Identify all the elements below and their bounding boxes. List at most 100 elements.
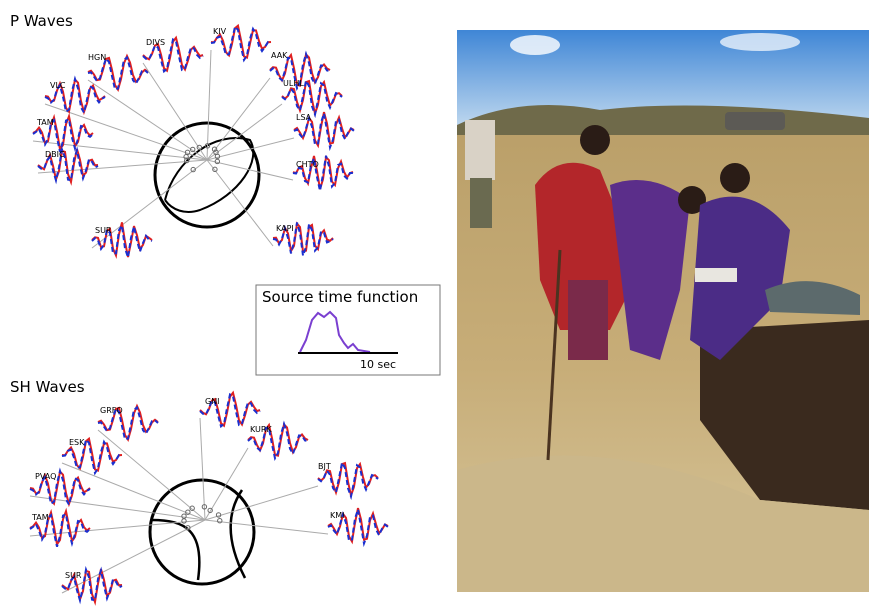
head xyxy=(720,163,750,193)
synthetic-waveform xyxy=(317,459,379,501)
synthetic-waveform xyxy=(37,145,99,185)
person-purple xyxy=(610,180,690,360)
head xyxy=(580,125,610,155)
station-label: ULHL xyxy=(283,79,304,88)
ray-path xyxy=(206,159,274,247)
ray-path xyxy=(206,103,283,161)
cloud xyxy=(720,33,800,51)
source-time-function-box: Source time function 10 sec xyxy=(255,284,441,376)
station-projection xyxy=(185,525,191,531)
field-photo xyxy=(457,30,869,592)
ray-path xyxy=(206,137,295,161)
synthetic-waveform xyxy=(29,467,91,508)
station-projection xyxy=(181,513,187,519)
head xyxy=(678,186,706,214)
synthetic-waveform xyxy=(32,117,94,153)
stf-scale-label: 10 sec xyxy=(360,358,396,371)
synthetic-waveform xyxy=(269,50,331,91)
station-projection xyxy=(217,518,223,524)
station-label: KURK xyxy=(250,425,272,434)
station-projection xyxy=(204,143,211,149)
station-label: KAPI xyxy=(276,224,294,233)
station-label: SUR xyxy=(65,571,82,580)
synthetic-waveform xyxy=(142,37,204,74)
synthetic-waveform xyxy=(91,222,153,258)
stf-curve xyxy=(299,310,371,353)
station-projection xyxy=(190,146,196,153)
station-label: LSA xyxy=(296,113,312,122)
station-label: BJT xyxy=(318,462,331,471)
synthetic-waveform xyxy=(292,154,353,191)
person-purple xyxy=(690,196,790,360)
walking-stick xyxy=(546,249,562,461)
station-label: VLC xyxy=(50,81,66,90)
synthetic-waveform xyxy=(29,512,91,548)
station-projection xyxy=(190,166,196,173)
station-label: GRFO xyxy=(100,406,123,415)
ray-path xyxy=(204,447,249,521)
synthetic-waveform xyxy=(61,565,123,605)
p-nodal-plane xyxy=(164,137,255,213)
ray-path xyxy=(97,429,206,521)
station-label: AAK xyxy=(271,51,288,60)
trench xyxy=(700,320,869,510)
ray-path xyxy=(44,103,208,161)
person-red-shuka xyxy=(568,280,608,360)
person-background xyxy=(470,178,492,228)
station-label: DBIC xyxy=(45,150,65,159)
synthetic-waveform xyxy=(272,220,334,256)
station-projection xyxy=(214,158,221,165)
synthetic-waveform xyxy=(293,113,355,152)
foreground-grass xyxy=(457,455,869,592)
synthetic-waveform xyxy=(247,420,309,461)
synthetic-waveform xyxy=(327,509,389,548)
p-focal-sphere xyxy=(153,121,261,229)
station-label: HGN xyxy=(88,53,106,62)
clipboard xyxy=(695,268,737,282)
synthetic-waveform xyxy=(44,75,106,116)
station-projection xyxy=(214,153,221,160)
station-label: TAM xyxy=(36,118,54,127)
vehicle xyxy=(725,112,785,130)
ray-path xyxy=(87,79,208,161)
person-background xyxy=(465,120,495,180)
station-projection xyxy=(211,146,218,152)
ray-path xyxy=(142,62,208,161)
station-label: KIV xyxy=(213,27,227,36)
synthetic-waveform xyxy=(61,437,123,476)
ray-path xyxy=(206,77,271,161)
station-label: DIVS xyxy=(146,38,165,47)
sh-waves-title: SH Waves xyxy=(10,378,85,396)
station-label: SUR xyxy=(95,226,112,235)
station-projection xyxy=(189,505,195,511)
ray-path xyxy=(29,495,206,521)
station-projection xyxy=(196,144,203,151)
station-projection xyxy=(212,166,218,173)
p-waves-title: P Waves xyxy=(10,12,73,30)
observed-waveform xyxy=(269,52,331,87)
station-projection xyxy=(215,512,222,518)
station-label: PVAQ xyxy=(35,472,56,481)
synthetic-waveform xyxy=(87,55,149,91)
ray-path xyxy=(206,49,212,161)
synthetic-waveform xyxy=(281,77,343,119)
station-projection xyxy=(184,157,190,164)
ray-path xyxy=(29,519,206,537)
synthetic-waveform xyxy=(199,392,261,429)
stf-frame xyxy=(255,284,441,376)
ray-path xyxy=(61,462,206,521)
sh-focal-sphere xyxy=(148,478,256,586)
station-label: KMI xyxy=(330,511,345,520)
ray-path xyxy=(204,485,319,521)
ray-path xyxy=(204,519,329,535)
synthetic-waveform xyxy=(97,405,159,441)
station-label: GNI xyxy=(205,397,220,406)
ray-path xyxy=(61,519,206,594)
station-projection xyxy=(201,504,208,510)
station-projection xyxy=(181,518,187,524)
station-projection xyxy=(207,507,213,514)
bag xyxy=(765,281,860,315)
station-projection xyxy=(185,509,191,515)
stf-title: Source time function xyxy=(262,288,418,306)
